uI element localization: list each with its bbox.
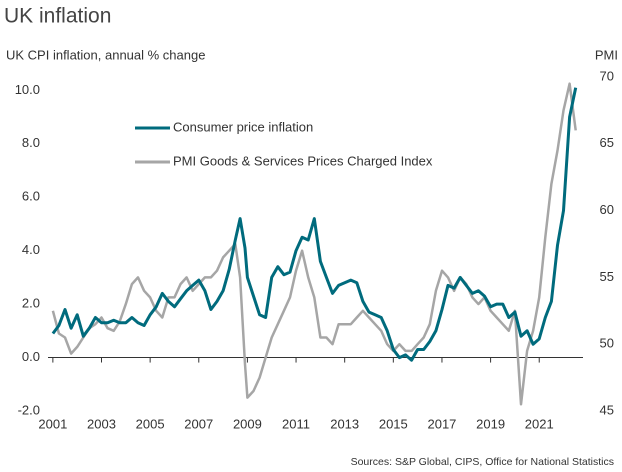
- y-tick-label: 10.0: [15, 82, 40, 97]
- y-tick-label: 4.0: [22, 242, 40, 257]
- y-tick-label: 8.0: [22, 135, 40, 150]
- x-tick-label: 2013: [330, 416, 359, 431]
- x-tick-label: 2019: [476, 416, 505, 431]
- y2-tick-label: 55: [600, 269, 614, 284]
- x-tick-label: 2009: [233, 416, 262, 431]
- y-tick-label: -2.0: [18, 402, 40, 417]
- x-tick-label: 2005: [136, 416, 165, 431]
- legend-label: PMI Goods & Services Prices Charged Inde…: [173, 153, 433, 168]
- x-tick-label: 2017: [427, 416, 456, 431]
- chart-title: UK inflation: [4, 5, 111, 28]
- data-line: [51, 82, 577, 406]
- y-tick-label: 0.0: [22, 349, 40, 364]
- data-line: [51, 87, 578, 362]
- y2-tick-label: 45: [600, 402, 614, 417]
- y2-tick-label: 65: [600, 135, 614, 150]
- y-tick-label: 2.0: [22, 296, 40, 311]
- x-tick-label: 2015: [379, 416, 408, 431]
- x-tick-label: 2001: [38, 416, 67, 431]
- source: Sources: S&P Global, CIPS, Office for Na…: [351, 456, 614, 468]
- legend-label: Consumer price inflation: [173, 119, 313, 134]
- y-tick-label: 6.0: [22, 189, 40, 204]
- x-tick-label: 2003: [87, 416, 116, 431]
- y2-tick-label: 50: [600, 336, 614, 351]
- x-tick-label: 2011: [282, 416, 310, 431]
- x-tick-label: 2021: [525, 416, 554, 431]
- y2-tick-label: 70: [600, 68, 614, 83]
- y2-tick-label: 60: [600, 202, 614, 217]
- x-tick-label: 2007: [184, 416, 213, 431]
- y-axis-label: UK CPI inflation, annual % change: [6, 47, 205, 62]
- y2-axis-label: PMI: [595, 47, 618, 62]
